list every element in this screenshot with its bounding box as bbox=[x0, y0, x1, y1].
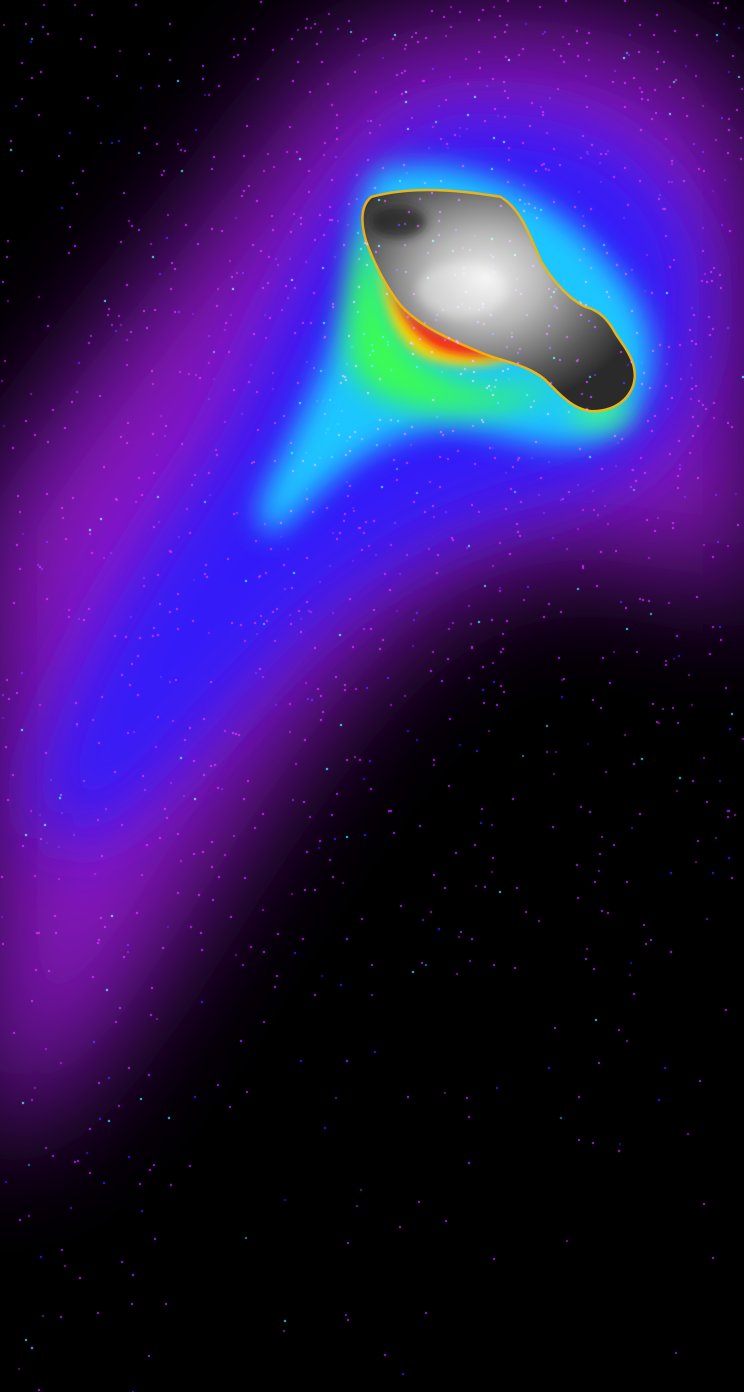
nucleus-dark-lobe bbox=[370, 206, 426, 238]
nucleus-highlight bbox=[417, 262, 507, 318]
